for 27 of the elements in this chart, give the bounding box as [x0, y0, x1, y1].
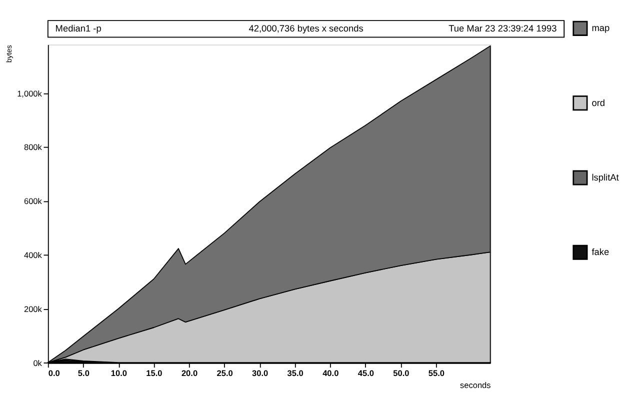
- legend-label: map: [592, 23, 610, 34]
- x-tick-label: 55.0: [428, 368, 445, 378]
- x-tick-label: 40.0: [322, 368, 340, 378]
- chart-title: Median1 -p: [55, 24, 102, 34]
- x-tick-label: 5.0: [78, 368, 90, 378]
- y-tick-label: 200k: [24, 304, 43, 314]
- x-tick-label: 10.0: [110, 368, 128, 378]
- text: Tue Mar 23 23:39:24 1993: [448, 24, 557, 34]
- legend-label: ord: [592, 98, 606, 108]
- legend-label: fake: [592, 247, 610, 258]
- y-tick-label: 0k: [33, 358, 43, 368]
- x-tick-label: 35.0: [287, 368, 304, 378]
- legend-label: lsplitAt: [592, 172, 620, 182]
- y-tick-label: 1,000k: [17, 88, 43, 98]
- x-tick-label: 0.0: [48, 368, 60, 378]
- x-tick-label: 15.0: [146, 368, 163, 378]
- x-axis-title: seconds: [460, 380, 491, 390]
- x-tick-label: 20.0: [181, 368, 198, 378]
- x-tick-label: 45.0: [358, 368, 374, 378]
- y-tick-label: 800k: [24, 142, 43, 152]
- y-tick-label: 400k: [24, 250, 43, 260]
- x-tick-label: 25.0: [216, 368, 234, 378]
- y-tick-label: 600k: [24, 196, 43, 206]
- chart-subtitle: 42,000,736 bytes x seconds: [248, 24, 364, 34]
- y-axis-title: bytes: [4, 44, 14, 63]
- x-tick-label: 50.0: [393, 368, 410, 378]
- x-tick-label: 30.0: [252, 368, 269, 378]
